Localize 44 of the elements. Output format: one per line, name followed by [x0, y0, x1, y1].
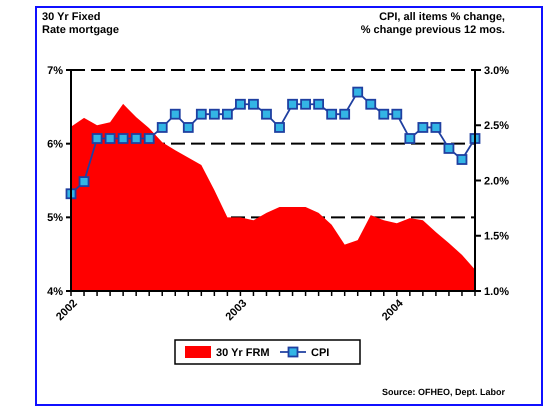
y-tick-label: 5%	[47, 212, 64, 224]
point	[313, 98, 324, 110]
point	[378, 108, 390, 120]
point	[456, 154, 468, 165]
point	[222, 108, 233, 120]
y-tick-label: 7%	[47, 64, 64, 77]
y2-axis-title: CPI, all items % change, % change previous 12 mos.	[360, 11, 505, 36]
y2-tick-label: 2.0%	[484, 175, 510, 188]
point	[182, 122, 194, 133]
point	[118, 133, 129, 144]
point	[170, 108, 181, 120]
point	[156, 122, 168, 133]
legend-label: 30 Yr FRM	[216, 346, 270, 359]
source-note: Source: OFHEO, Dept. Labor	[382, 387, 506, 397]
y2-tick-label: 1.5%	[484, 230, 510, 243]
point	[92, 133, 102, 144]
point	[274, 122, 285, 133]
point	[78, 176, 90, 188]
point	[261, 108, 272, 120]
y2-tick-label: 2.5%	[484, 120, 510, 132]
point	[104, 133, 116, 144]
point	[339, 108, 350, 120]
point	[300, 98, 311, 110]
point	[417, 122, 428, 133]
point	[404, 133, 416, 144]
point	[444, 143, 454, 154]
point	[391, 108, 402, 120]
point	[196, 108, 207, 120]
point	[235, 98, 246, 110]
point	[326, 108, 338, 120]
y2-tick-label: 3.0%	[484, 64, 510, 77]
y2-tick-label: 1.0%	[484, 286, 510, 298]
point	[430, 122, 442, 133]
point	[130, 133, 142, 144]
point	[208, 108, 220, 120]
point	[287, 98, 298, 110]
y-axis-title: 30 Yr Fixed Rate mortgage	[42, 11, 120, 36]
point	[144, 133, 155, 144]
point	[248, 98, 259, 110]
point	[352, 86, 364, 98]
point	[365, 98, 376, 110]
legend-label: CPI	[311, 346, 330, 359]
y-tick-label: 4%	[47, 286, 64, 298]
y-tick-label: 6%	[47, 138, 64, 151]
